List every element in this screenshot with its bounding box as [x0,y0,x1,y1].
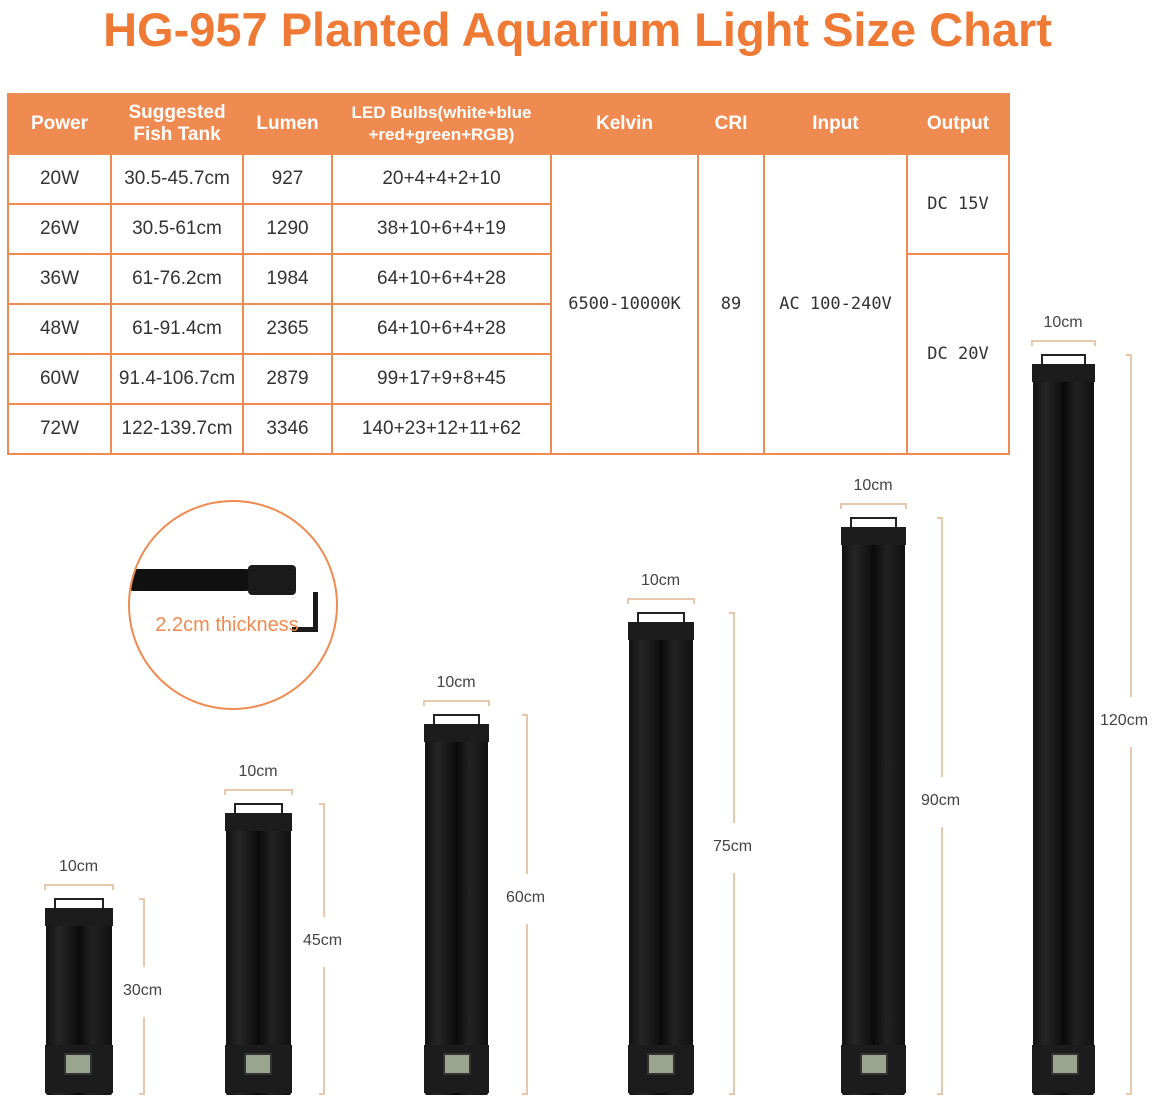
lamp-body [842,527,905,1095]
table-row: 72W 122-139.7cm 3346 140+23+12+11+62 [7,403,1009,455]
length-label: 120cm [1100,712,1149,729]
lamp-handle [433,714,480,726]
header-cri: CRI [697,93,765,155]
table-cell: 20W [7,153,112,205]
table-cell: 64+10+6+4+28 [331,253,552,305]
size-chart-table: Power Suggested Fish Tank Lumen LED Bulb… [7,93,1010,455]
table-cell: 72W [7,403,112,455]
lamp-body [1033,364,1094,1095]
table-cell: 60W [7,353,112,405]
table-cell: 30.5-45.7cm [110,153,244,205]
bracket-image [292,592,318,632]
lamp-top-cap [424,724,489,742]
label-gap [733,823,739,873]
table-cell: 140+23+12+11+62 [331,403,552,455]
length-label: 60cm [506,889,546,906]
table-cell: 26W [7,203,112,255]
table-cell: 2365 [242,303,333,355]
table-cell: 927 [242,153,333,205]
table-cell: 61-76.2cm [110,253,244,305]
thickness-label: 2.2cm thickness [155,614,299,636]
label-gap [941,777,947,827]
label-gap [526,874,532,924]
table-cell: 30.5-61cm [110,203,244,255]
thickness-detail: 2.2cm thickness [128,500,338,710]
header-output: Output [906,93,1010,155]
header-tank: Suggested Fish Tank [110,93,244,155]
lamp-top-cap [45,908,113,926]
lamp-body [629,622,693,1095]
width-bracket [423,700,490,706]
header-power: Power [7,93,112,155]
lcd-screen [443,1053,471,1075]
lcd-screen [1051,1053,1079,1075]
lamp-top-cap [1032,364,1095,382]
width-bracket [44,884,114,890]
lcd-screen [860,1053,888,1075]
table-cell: 38+10+6+4+19 [331,203,552,255]
table-cell: 122-139.7cm [110,403,244,455]
width-label: 10cm [436,674,476,691]
width-label: 10cm [238,763,278,780]
lamp-handle [54,898,104,910]
lamp-top-cap [225,813,292,831]
width-label: 10cm [641,572,681,589]
header-kelvin: Kelvin [550,93,699,155]
table-cell: 91.4-106.7cm [110,353,244,405]
header-input: Input [763,93,908,155]
lcd-screen [244,1053,272,1075]
length-label: 30cm [123,982,163,999]
lcd-screen [647,1053,675,1075]
table-cell: 48W [7,303,112,355]
table-row: 48W 61-91.4cm 2365 64+10+6+4+28 [7,303,1009,355]
label-gap [143,967,149,1017]
table-cell: 2879 [242,353,333,405]
page-title: HG-957 Planted Aquarium Light Size Chart [103,3,1052,56]
rod-image [130,569,250,591]
width-bracket [840,503,907,509]
table-cell: 64+10+6+4+28 [331,303,552,355]
length-label: 45cm [303,932,343,949]
width-bracket [224,789,293,795]
table-cell: 20+4+4+2+10 [331,153,552,205]
lamp-handle [850,517,897,529]
table-row: 20W 30.5-45.7cm 927 20+4+4+2+10 6500-10000K 8… [7,153,1010,455]
lamp-body [425,724,488,1095]
length-label: 75cm [713,838,753,855]
width-label: 10cm [1043,314,1083,331]
width-label: 10cm [853,477,893,494]
label-gap [323,917,329,967]
lcd-screen [64,1053,92,1075]
table-row: 26W 30.5-61cm 1290 38+10+6+4+19 [7,203,1009,255]
length-label: 90cm [921,792,961,809]
header-bulbs: LED Bulbs(white+blue +red+green+RGB) [331,93,552,155]
width-bracket [627,598,695,604]
width-label: 10cm [59,858,99,875]
output-cell: DC 15V [906,153,1010,255]
width-bracket [1031,340,1096,346]
table-cell: 3346 [242,403,333,455]
lamp-handle [234,803,283,815]
lamp-handle [637,612,685,624]
lamp-top-cap [841,527,906,545]
kelvin-cell: 6500-10000K [550,153,699,455]
output-cell: DC 20V [906,253,1010,455]
table-row: 60W 91.4-106.7cm 2879 99+17+9+8+45 [7,353,1009,405]
lamp-top-cap [628,622,694,640]
table-cell: 1984 [242,253,333,305]
table-header-row: Power Suggested Fish Tank Lumen LED Bulb… [7,93,1010,155]
header-lumen: Lumen [242,93,333,155]
end-cap-image [248,565,296,595]
table-cell: 61-91.4cm [110,303,244,355]
table-cell: 1290 [242,203,333,255]
table-row: 36W 61-76.2cm 1984 64+10+6+4+28 DC 20V [7,253,1010,455]
table-cell: 99+17+9+8+45 [331,353,552,405]
label-gap [1130,697,1136,747]
input-cell: AC 100-240V [763,153,908,455]
lamp-handle [1041,354,1086,366]
table-cell: 36W [7,253,112,305]
cri-cell: 89 [697,153,765,455]
